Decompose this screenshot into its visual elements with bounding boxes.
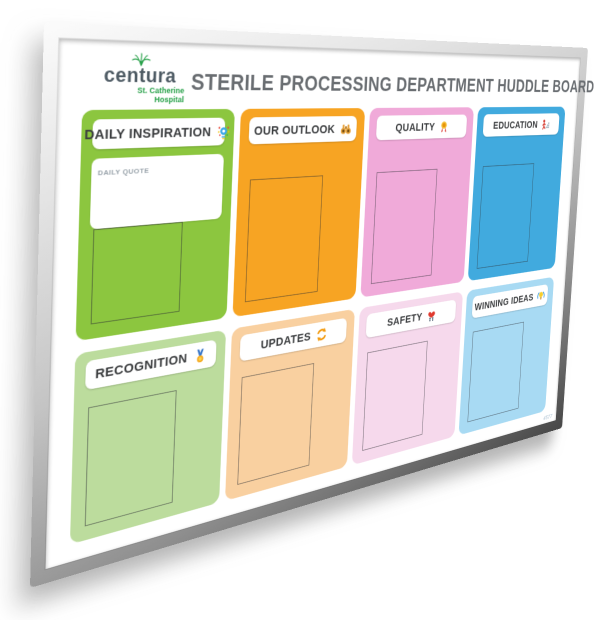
daily-quote-box: DAILY QUOTE: [89, 153, 224, 230]
binoculars-icon: [339, 121, 352, 136]
product-code: 4577: [543, 412, 553, 422]
refresh-arrows-icon: [315, 326, 328, 343]
panel-header-our-outlook: OUR OUTLOOK: [248, 115, 358, 145]
panel-header-recognition: RECOGNITION: [85, 339, 217, 391]
panel-label: SAFETY: [386, 310, 423, 330]
panel-header-winning-ideas: WINNING IDEAS: [471, 284, 549, 319]
stairs-person-icon: [541, 118, 551, 131]
panel-header-education: EDUCATION: [482, 113, 560, 137]
panel-label: UPDATES: [260, 329, 312, 353]
hospital-logo: centura St. Catherine Hospital: [84, 51, 194, 105]
panel-updates: UPDATES: [224, 309, 355, 502]
paper-placeholder-outline: [370, 168, 438, 285]
paper-placeholder-outline: [476, 163, 534, 269]
panel-winning-ideas: WINNING IDEAS: [458, 277, 555, 436]
paper-placeholder-outline: [362, 340, 428, 452]
panel-safety: SAFETY: [351, 291, 463, 466]
panel-education: EDUCATION: [467, 106, 566, 282]
board-title: STERILE PROCESSING DEPARTMENT HUDDLE BOA…: [190, 70, 595, 97]
panel-grid: DAILY INSPIRATION: [69, 106, 566, 545]
panel-label: QUALITY: [395, 120, 436, 134]
paper-placeholder-outline: [236, 363, 314, 486]
lightbulb-hands-icon: [536, 289, 545, 303]
logo-subtitle-line2: Hospital: [154, 95, 185, 105]
panel-label: WINNING IDEAS: [474, 291, 534, 314]
panel-label: RECOGNITION: [94, 350, 188, 383]
panel-header-quality: QUALITY: [375, 114, 467, 141]
award-ribbon-icon: [438, 119, 449, 133]
panel-header-safety: SAFETY: [365, 299, 457, 339]
paper-placeholder-outline: [244, 175, 323, 303]
panel-label: OUR OUTLOOK: [253, 122, 336, 138]
panel-label: DAILY INSPIRATION: [84, 124, 212, 143]
panel-header-updates: UPDATES: [239, 317, 348, 362]
paper-placeholder-outline: [84, 390, 177, 527]
heart-person-icon: [426, 307, 437, 322]
medal-icon: [192, 347, 207, 366]
panel-label: EDUCATION: [492, 118, 539, 132]
panel-header-daily-inspiration: DAILY INSPIRATION: [84, 117, 230, 150]
whiteboard-surface: centura St. Catherine Hospital STERILE P…: [45, 38, 595, 570]
panel-quality: QUALITY: [360, 107, 474, 298]
panel-daily-inspiration: DAILY INSPIRATION: [75, 108, 235, 342]
daily-quote-label: DAILY QUOTE: [97, 166, 150, 178]
inspiration-bulb-icon: [216, 123, 231, 140]
paper-placeholder-outline: [467, 322, 524, 423]
paper-placeholder-outline: [90, 221, 183, 325]
logo-name: centura: [103, 62, 177, 87]
panel-recognition: RECOGNITION: [69, 330, 226, 545]
logo-subtitle-line1: St. Catherine: [137, 85, 185, 96]
panel-our-outlook: OUR OUTLOOK: [232, 108, 366, 318]
huddle-board: centura St. Catherine Hospital STERILE P…: [30, 22, 595, 589]
